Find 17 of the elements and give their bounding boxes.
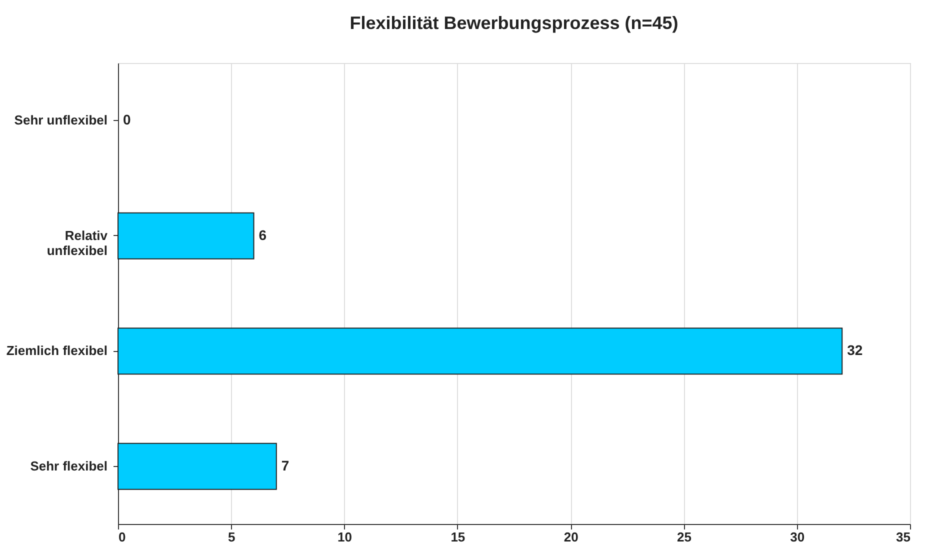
x-tick-label: 35	[896, 530, 910, 544]
x-tick-label: 0	[118, 530, 126, 544]
y-tick-label: Ziemlich flexibel	[6, 343, 108, 358]
x-tick-label: 20	[564, 530, 578, 544]
x-tick-label: 15	[450, 530, 466, 544]
y-tick-label: Sehr flexibel	[30, 458, 108, 474]
x-tick-label: 5	[228, 530, 236, 544]
y-tick-label: Relativ unflexibel	[46, 228, 108, 258]
data-label: 0	[123, 112, 131, 128]
x-tick-label: 30	[790, 530, 805, 544]
x-tick-label: 25	[676, 530, 692, 544]
x-tick-label: 10	[338, 530, 352, 544]
data-label: 7	[281, 457, 290, 474]
data-label: 6	[258, 226, 267, 243]
chart-title: Flexibilität Bewerbungsprozess (n=45)	[350, 13, 678, 33]
y-tick-label: Sehr unflexibel	[14, 112, 108, 128]
data-label: 32	[847, 342, 863, 358]
